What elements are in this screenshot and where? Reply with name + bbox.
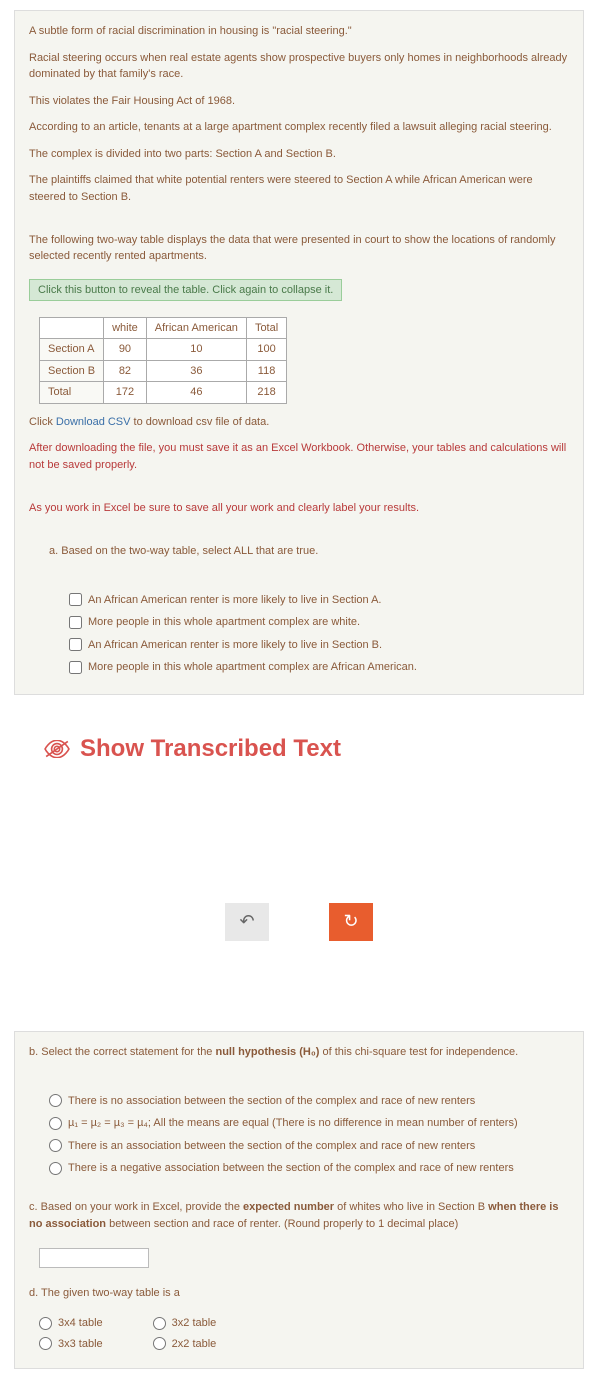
radio-label: There is an association between the sect… (68, 1138, 475, 1155)
table-header: Total (246, 317, 286, 339)
checkbox-option[interactable]: An African American renter is more likel… (69, 637, 569, 654)
question-a-prompt: a. Based on the two-way table, select AL… (49, 543, 569, 560)
checkbox-option[interactable]: More people in this whole apartment comp… (69, 659, 569, 676)
checkbox[interactable] (69, 661, 82, 674)
checkbox[interactable] (69, 593, 82, 606)
radio[interactable] (49, 1162, 62, 1175)
table-cell: Total (40, 382, 104, 404)
excel-note: As you work in Excel be sure to save all… (29, 500, 569, 517)
radio-option[interactable]: There is an association between the sect… (49, 1138, 569, 1155)
para: A subtle form of racial discrimination i… (29, 23, 569, 40)
text: b. Select the correct statement for the (29, 1046, 215, 1058)
checkbox-label: An African American renter is more likel… (88, 637, 382, 654)
para: The following two-way table displays the… (29, 232, 569, 265)
radio-option[interactable]: 3x4 table (39, 1315, 103, 1332)
para: The plaintiffs claimed that white potent… (29, 172, 569, 205)
action-button-row: ↶ ↻ (0, 783, 598, 1021)
radio-option[interactable]: µ₁ = µ₂ = µ₃ = µ₄; All the means are equ… (49, 1115, 569, 1132)
redo-button[interactable]: ↻ (329, 903, 373, 941)
table-header: white (104, 317, 147, 339)
table-cell: 218 (246, 382, 286, 404)
radio[interactable] (39, 1317, 52, 1330)
table-cell: 100 (246, 339, 286, 361)
checkbox-label: An African American renter is more likel… (88, 592, 381, 609)
text: to download csv file of data. (130, 416, 269, 428)
text: of this chi-square test for independence… (319, 1046, 518, 1058)
save-warning: After downloading the file, you must sav… (29, 440, 569, 473)
radio[interactable] (49, 1117, 62, 1130)
table-cell: Section B (40, 360, 104, 382)
table-row: Section B 82 36 118 (40, 360, 287, 382)
radio-label: 3x4 table (58, 1315, 103, 1332)
para: According to an article, tenants at a la… (29, 119, 569, 136)
radio-option[interactable]: There is a negative association between … (49, 1160, 569, 1177)
radio-option[interactable]: 2x2 table (153, 1336, 217, 1353)
table-header-row: white African American Total (40, 317, 287, 339)
question-box-2: b. Select the correct statement for the … (14, 1031, 584, 1370)
checkbox-label: More people in this whole apartment comp… (88, 614, 360, 631)
table-cell: 90 (104, 339, 147, 361)
para: The complex is divided into two parts: S… (29, 146, 569, 163)
para: Racial steering occurs when real estate … (29, 50, 569, 83)
table-cell: 118 (246, 360, 286, 382)
undo-icon: ↶ (239, 911, 254, 932)
radio[interactable] (153, 1337, 166, 1350)
text-bold: null hypothesis (H₀) (215, 1046, 319, 1058)
checkbox[interactable] (69, 638, 82, 651)
table-cell: Section A (40, 339, 104, 361)
expected-number-input[interactable] (39, 1248, 149, 1268)
radio-label: 3x2 table (172, 1315, 217, 1332)
eye-icon (44, 740, 70, 758)
redo-icon: ↻ (343, 911, 358, 932)
text: Click (29, 416, 56, 428)
show-transcribed-label: Show Transcribed Text (80, 735, 341, 763)
checkbox-label: More people in this whole apartment comp… (88, 659, 417, 676)
radio-option[interactable]: 3x2 table (153, 1315, 217, 1332)
text: between section and race of renter. (Rou… (106, 1218, 458, 1230)
undo-button[interactable]: ↶ (225, 903, 269, 941)
radio[interactable] (39, 1337, 52, 1350)
table-cell: 36 (146, 360, 246, 382)
question-d-prompt: d. The given two-way table is a (29, 1285, 569, 1302)
table-cell: 82 (104, 360, 147, 382)
question-b-prompt: b. Select the correct statement for the … (29, 1044, 569, 1061)
reveal-table-button[interactable]: Click this button to reveal the table. C… (29, 279, 342, 301)
show-transcribed-button[interactable]: Show Transcribed Text (0, 705, 598, 783)
checkbox-option[interactable]: More people in this whole apartment comp… (69, 614, 569, 631)
question-box-1: A subtle form of racial discrimination i… (14, 10, 584, 695)
table-row: Total 172 46 218 (40, 382, 287, 404)
radio-option[interactable]: There is no association between the sect… (49, 1093, 569, 1110)
data-table: white African American Total Section A 9… (39, 317, 287, 404)
radio-label: 2x2 table (172, 1336, 217, 1353)
download-csv-link[interactable]: Download CSV (56, 416, 131, 428)
radio-label: There is no association between the sect… (68, 1093, 475, 1110)
text: c. Based on your work in Excel, provide … (29, 1201, 243, 1213)
csv-line: Click Download CSV to download csv file … (29, 414, 569, 431)
question-c-prompt: c. Based on your work in Excel, provide … (29, 1199, 569, 1232)
para: This violates the Fair Housing Act of 19… (29, 93, 569, 110)
radio[interactable] (49, 1139, 62, 1152)
checkbox[interactable] (69, 616, 82, 629)
table-cell: 46 (146, 382, 246, 404)
checkbox-option[interactable]: An African American renter is more likel… (69, 592, 569, 609)
radio-label: There is a negative association between … (68, 1160, 514, 1177)
table-cell: 10 (146, 339, 246, 361)
radio[interactable] (49, 1094, 62, 1107)
table-header: African American (146, 317, 246, 339)
radio[interactable] (153, 1317, 166, 1330)
table-cell: 172 (104, 382, 147, 404)
radio-label: 3x3 table (58, 1336, 103, 1353)
radio-option[interactable]: 3x3 table (39, 1336, 103, 1353)
radio-label: µ₁ = µ₂ = µ₃ = µ₄; All the means are equ… (68, 1115, 518, 1132)
text: of whites who live in Section B (334, 1201, 488, 1213)
text-bold: expected number (243, 1201, 334, 1213)
table-row: Section A 90 10 100 (40, 339, 287, 361)
table-header (40, 317, 104, 339)
